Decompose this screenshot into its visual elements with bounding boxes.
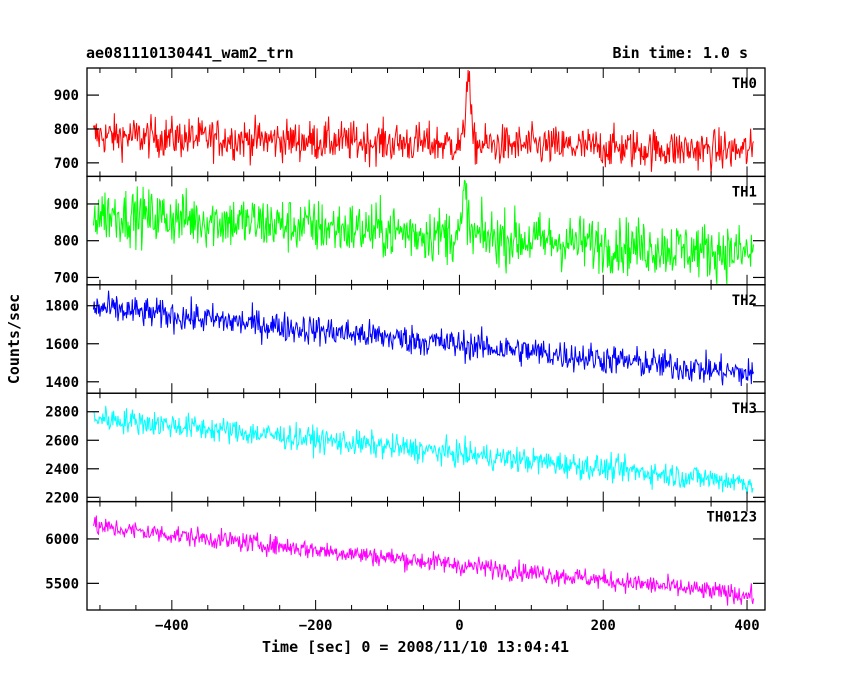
y-tick-label-th1: 800 [54, 234, 79, 250]
series-th0123 [92, 515, 754, 606]
y-tick-label-th3: 2200 [45, 490, 79, 506]
y-tick-label-th0123: 5500 [45, 576, 79, 592]
x-tick-label: −200 [299, 618, 333, 634]
y-tick-label-th3: 2800 [45, 405, 79, 421]
x-tick-label: 0 [455, 618, 463, 634]
y-tick-label-th2: 1400 [45, 375, 79, 391]
panel-label-th0123: TH0123 [706, 510, 757, 526]
y-tick-label-th1: 900 [54, 197, 79, 213]
x-tick-label: −400 [155, 618, 189, 634]
y-tick-label-th3: 2600 [45, 433, 79, 449]
y-tick-label-th1: 700 [54, 270, 79, 286]
y-tick-label-th0: 800 [54, 122, 79, 138]
y-tick-label-th2: 1800 [45, 299, 79, 315]
panel-label-th0: TH0 [732, 76, 757, 92]
panel-frame-th2 [86, 284, 766, 394]
panel-label-th1: TH1 [732, 184, 757, 200]
panel-label-th2: TH2 [732, 293, 757, 309]
panel-label-th3: TH3 [732, 401, 757, 417]
chart-title: ae081110130441_wam2_trn [86, 44, 294, 62]
series-th2 [92, 290, 754, 387]
series-th1 [92, 179, 754, 285]
y-tick-label-th2: 1600 [45, 337, 79, 353]
y-tick-label-th0: 900 [54, 88, 79, 104]
x-tick-label: 400 [734, 618, 759, 634]
series-th0 [92, 69, 754, 174]
panel-frame-th0123 [86, 500, 766, 611]
y-axis-label: Counts/sec [5, 294, 23, 384]
series-th3 [93, 405, 754, 495]
y-tick-label-th3: 2400 [45, 462, 79, 478]
x-tick-label: 200 [591, 618, 616, 634]
x-axis-label: Time [sec] 0 = 2008/11/10 13:04:41 [262, 638, 570, 656]
bin-time-label: Bin time: 1.0 s [612, 44, 748, 62]
y-tick-label-th0: 700 [54, 156, 79, 172]
y-tick-label-th0123: 6000 [45, 532, 79, 548]
